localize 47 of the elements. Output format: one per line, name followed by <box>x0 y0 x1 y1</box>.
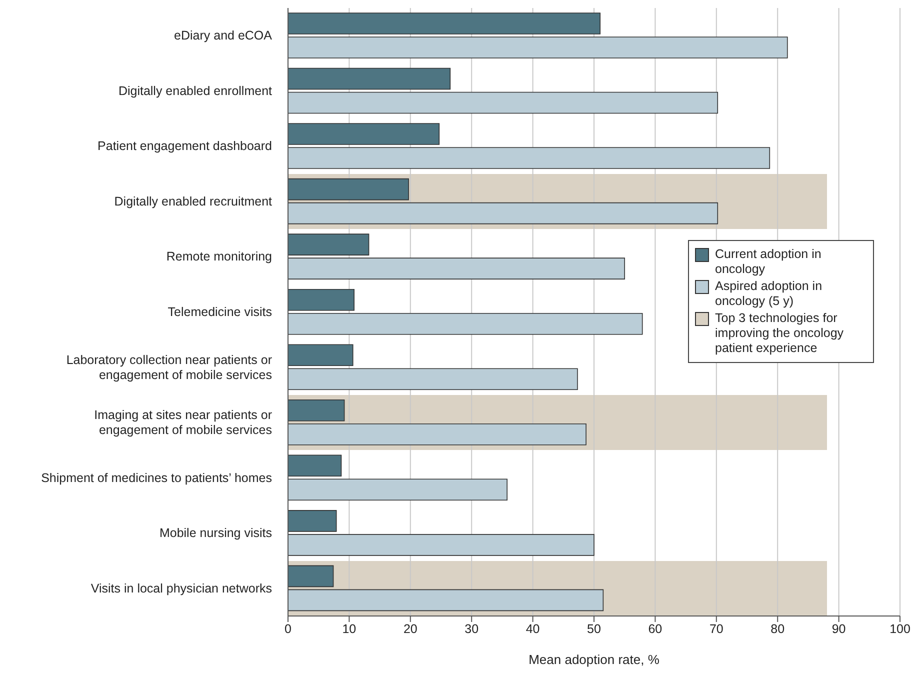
y-tick-label: Shipment of medicines to patients’ homes <box>41 470 272 485</box>
bar <box>288 178 409 200</box>
x-axis-title: Mean adoption rate, % <box>528 652 660 667</box>
legend-label: Current adoption in oncology <box>715 247 822 277</box>
bar <box>288 423 586 446</box>
legend-label: Aspired adoption in oncology (5 y) <box>715 279 824 309</box>
x-tick-label: 30 <box>464 622 479 636</box>
x-tick-label: 20 <box>403 622 418 636</box>
x-tick-label: 100 <box>890 622 910 636</box>
bar <box>288 147 770 169</box>
y-tick-label: Digitally enabled enrollment <box>118 84 273 98</box>
y-tick-label: Patient engagement dashboard <box>98 139 272 154</box>
y-tick-label: Telemedicine visits <box>168 305 272 319</box>
bar <box>288 123 440 145</box>
bar <box>288 344 354 366</box>
bar <box>288 234 370 256</box>
x-tick-label: 90 <box>832 622 846 636</box>
y-tick-label: Laboratory collection near patients or engagement of mobile services <box>66 352 272 382</box>
bar <box>288 92 718 114</box>
legend-label: Top 3 technologies for improving the oncology patient experience <box>715 311 845 356</box>
y-tick-label: Mobile nursing visits <box>159 526 272 540</box>
y-tick-label: Imaging at sites near patients or engagement of mobile services <box>94 408 272 438</box>
bar <box>288 68 451 90</box>
bar <box>288 368 578 390</box>
x-tick-label: 10 <box>342 622 356 636</box>
bar <box>288 454 342 477</box>
bar <box>288 478 508 501</box>
bar <box>288 510 337 532</box>
y-tick-label: Remote monitoring <box>166 250 272 264</box>
bar <box>288 534 594 556</box>
bar <box>288 565 334 588</box>
bar <box>288 589 604 612</box>
x-tick-label: 60 <box>648 622 662 636</box>
bar <box>288 288 354 311</box>
x-tick-label: 80 <box>770 622 785 636</box>
y-tick-label: eDiary and eCOA <box>174 28 273 43</box>
x-tick-label: 50 <box>587 622 601 636</box>
bar <box>288 12 601 34</box>
x-tick-label: 0 <box>284 622 292 636</box>
y-tick-label: Visits in local physician networks <box>90 581 272 596</box>
y-tick-label: Digitally enabled recruitment <box>114 194 273 208</box>
x-tick-label: 70 <box>709 622 724 636</box>
bar <box>288 312 643 335</box>
bar <box>288 399 345 422</box>
bar <box>288 258 625 280</box>
bar <box>288 36 788 58</box>
x-tick-label: 40 <box>526 622 540 636</box>
